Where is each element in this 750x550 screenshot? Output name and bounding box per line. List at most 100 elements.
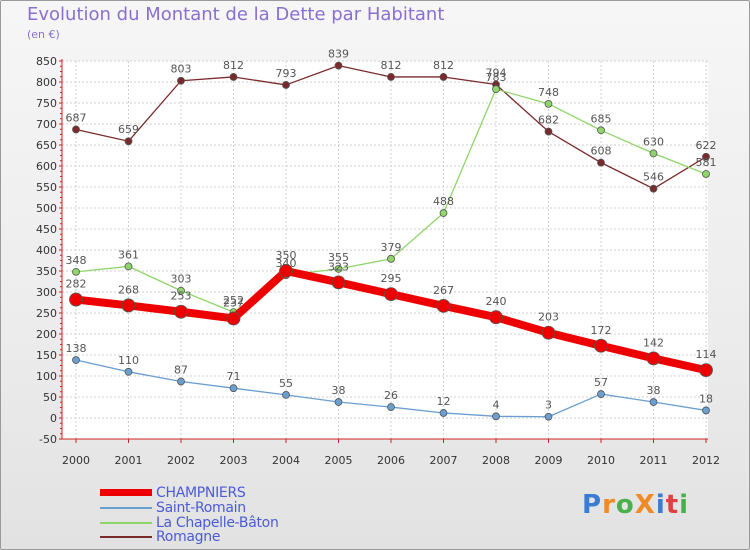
data-point-champniers [384, 287, 398, 302]
data-point-saint-romain [387, 403, 395, 411]
data-label-la-chapelle-baton: 303 [171, 273, 192, 286]
data-label-champniers: 323 [328, 260, 349, 273]
data-point-romagne [702, 152, 710, 161]
data-point-la-chapelle-baton [649, 149, 658, 158]
data-label-saint-romain: 3 [545, 399, 552, 412]
data-point-la-chapelle-baton [334, 264, 343, 273]
y-tick-label: 200 [36, 328, 57, 341]
data-label-romagne: 687 [66, 111, 87, 124]
data-point-la-chapelle-baton [544, 99, 553, 108]
data-label-romagne: 812 [223, 59, 244, 72]
logo-letter: t [665, 490, 680, 520]
data-label-saint-romain: 26 [384, 389, 398, 402]
data-point-la-chapelle-baton [124, 262, 133, 271]
data-label-saint-romain: 55 [279, 377, 293, 390]
data-point-saint-romain [334, 398, 343, 406]
y-tick-label: 650 [36, 139, 57, 152]
data-label-saint-romain: 87 [174, 363, 188, 376]
y-tick-label: -50 [39, 433, 57, 446]
data-label-champniers: 282 [66, 278, 87, 291]
data-label-champniers: 253 [171, 290, 192, 303]
plot-area [62, 61, 708, 439]
data-point-saint-romain [72, 356, 80, 364]
data-point-romagne [177, 76, 185, 85]
data-point-la-chapelle-baton [387, 254, 395, 263]
data-point-la-chapelle-baton [177, 286, 185, 295]
logo-letter: o [615, 490, 635, 520]
data-label-saint-romain: 38 [647, 384, 661, 397]
data-point-champniers [174, 304, 188, 319]
logo-letter: P [582, 490, 603, 520]
legend-item-la-chapelle-baton: La Chapelle-Bâton [100, 514, 279, 531]
y-tick-label: 150 [36, 349, 57, 362]
data-point-champniers [489, 310, 503, 325]
y-tick-label: 100 [36, 370, 57, 383]
data-point-saint-romain [702, 406, 710, 415]
data-point-champniers [436, 298, 451, 313]
y-tick-label: 850 [36, 55, 57, 68]
data-point-champniers [121, 298, 136, 313]
y-tick-label: 350 [36, 265, 57, 278]
data-point-romagne [597, 158, 605, 167]
x-tick-label: 2009 [535, 454, 563, 467]
x-tick-label: 2007 [430, 454, 458, 467]
data-point-champniers [331, 275, 346, 290]
data-label-romagne: 812 [433, 59, 454, 72]
x-tick-label: 2012 [692, 454, 720, 467]
data-label-saint-romain: 138 [66, 342, 87, 355]
data-label-saint-romain: 18 [699, 392, 713, 405]
legend-label-la-chapelle-baton: La Chapelle-Bâton [156, 514, 279, 531]
data-point-saint-romain [229, 384, 238, 393]
logo-letter: X [634, 490, 656, 520]
y-tick-label: 550 [36, 181, 57, 194]
y-tick-label: 50 [43, 391, 57, 404]
data-point-romagne [544, 127, 553, 136]
data-point-la-chapelle-baton [492, 85, 500, 94]
data-label-la-chapelle-baton: 630 [643, 135, 664, 148]
data-label-champniers: 267 [433, 284, 454, 297]
y-tick-label: 600 [36, 160, 57, 173]
data-label-romagne: 793 [276, 67, 297, 80]
data-label-la-chapelle-baton: 748 [538, 86, 559, 99]
data-point-saint-romain [124, 367, 133, 376]
data-label-la-chapelle-baton: 252 [223, 294, 244, 307]
data-point-saint-romain [492, 412, 500, 421]
data-label-romagne: 659 [118, 123, 139, 136]
data-label-romagne: 839 [328, 48, 349, 61]
data-label-saint-romain: 110 [118, 354, 139, 367]
proxiti-logo: ProXiti [582, 490, 689, 520]
data-point-romagne [124, 137, 133, 146]
x-tick-label: 2000 [62, 454, 90, 467]
data-point-champniers [594, 338, 608, 353]
data-label-la-chapelle-baton: 379 [381, 241, 402, 254]
data-label-champniers: 240 [486, 295, 507, 308]
data-point-saint-romain [597, 390, 605, 398]
x-tick-label: 2008 [482, 454, 510, 467]
data-point-champniers [541, 325, 556, 340]
data-point-romagne [334, 61, 343, 70]
x-tick-label: 2011 [640, 454, 668, 467]
data-point-champniers [646, 351, 661, 366]
data-point-saint-romain [282, 390, 290, 399]
data-label-la-chapelle-baton: 355 [328, 251, 349, 264]
y-tick-label: 400 [36, 244, 57, 257]
y-tick-label: 800 [36, 76, 57, 89]
data-label-saint-romain: 12 [437, 395, 451, 408]
x-tick-label: 2005 [325, 454, 353, 467]
y-tick-label: 750 [36, 97, 57, 110]
data-label-saint-romain: 71 [227, 370, 241, 383]
data-label-saint-romain: 57 [594, 376, 608, 389]
data-point-la-chapelle-baton [72, 267, 80, 276]
data-label-la-chapelle-baton: 488 [433, 195, 454, 208]
legend-label-romagne: Romagne [156, 528, 221, 545]
data-point-romagne [282, 81, 290, 89]
y-tick-label: 700 [36, 118, 57, 131]
y-tick-label: 450 [36, 223, 57, 236]
data-label-champniers: 203 [538, 311, 559, 324]
data-point-la-chapelle-baton [597, 126, 605, 135]
legend-label-saint-romain: Saint-Romain [156, 499, 246, 516]
chart-unit-label: (en €) [27, 28, 60, 41]
data-label-la-chapelle-baton: 783 [486, 71, 507, 84]
data-point-romagne [229, 73, 238, 81]
